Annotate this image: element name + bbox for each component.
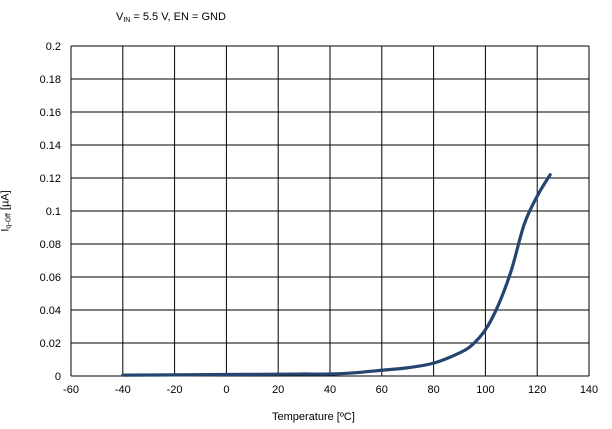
x-tick-labels: -60 -40 -20 0 20 40 60 80 100 120 140: [63, 384, 598, 396]
grid: [70, 45, 590, 377]
x-tick-label: -40: [115, 384, 131, 396]
y-tick-label: 0.12: [40, 173, 61, 185]
y-tick-label: 0.16: [40, 107, 61, 119]
series-layer: [121, 173, 552, 377]
y-tick-label: 0.1: [46, 206, 61, 218]
y-tick-label: 0.06: [40, 272, 61, 284]
x-tick-label: 140: [580, 384, 598, 396]
x-tick-label: 100: [476, 384, 494, 396]
x-tick-label: 40: [324, 384, 336, 396]
y-tick-label: 0: [55, 371, 61, 383]
x-axis-label: Temperature [ºC]: [272, 411, 355, 423]
y-tick-label: 0.18: [40, 74, 61, 86]
y-tick-label: 0.08: [40, 239, 61, 251]
y-tick-label: 0.14: [40, 140, 61, 152]
y-tick-label: 0.2: [46, 41, 61, 53]
x-tick-label: -20: [167, 384, 183, 396]
y-tick-label: 0.02: [40, 338, 61, 350]
series-line: [121, 173, 552, 377]
y-tick-labels: 0 0.02 0.04 0.06 0.08 0.1 0.12 0.14 0.16 0.18 0.2: [40, 41, 61, 383]
x-tick-label: 60: [376, 384, 388, 396]
y-tick-label: 0.04: [40, 305, 61, 317]
condition-annotation: VIN = 5.5 V, EN = GND: [116, 11, 226, 24]
x-tick-label: 120: [528, 384, 546, 396]
x-tick-label: -60: [63, 384, 79, 396]
x-tick-label: 20: [272, 384, 284, 396]
x-tick-label: 80: [427, 384, 439, 396]
x-tick-label: 0: [223, 384, 229, 396]
